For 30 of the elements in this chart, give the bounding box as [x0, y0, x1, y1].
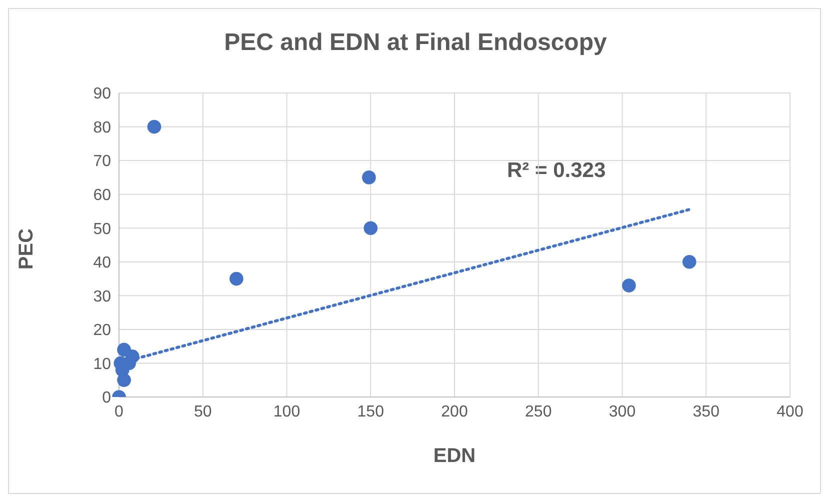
y-tick-label: 20 [93, 322, 112, 340]
y-tick-label: 70 [93, 153, 112, 170]
y-tick-label: 0 [102, 390, 112, 407]
x-tick-label: 300 [608, 403, 636, 420]
point [364, 221, 378, 236]
chart-title: PEC and EDN at Final Endoscopy [223, 29, 608, 57]
x-tick-label: 100 [273, 403, 300, 420]
point [117, 373, 131, 388]
y-tick-label: 60 [93, 187, 112, 204]
x-tick-label: 50 [194, 403, 212, 420]
point [147, 120, 162, 134]
y-tick-label: 50 [93, 220, 112, 238]
x-tick-label: 0 [114, 403, 124, 420]
x-tick-label: 150 [357, 403, 384, 420]
x-tick-label: 400 [776, 403, 804, 420]
y-axis-title: PEC [16, 228, 38, 270]
point [682, 254, 696, 269]
annotation: R² = 0.323 [507, 159, 606, 183]
x-axis-title: EDN [432, 445, 477, 468]
y-tick-label: 40 [93, 254, 112, 272]
y-tick-label: 30 [93, 288, 112, 306]
point [230, 272, 244, 286]
point [362, 170, 376, 184]
x-tick-label: 350 [692, 403, 720, 420]
x-tick-label: 200 [441, 403, 468, 420]
point [622, 278, 636, 292]
y-tick-label: 80 [93, 119, 112, 136]
y-tick-label: 10 [93, 356, 112, 373]
y-tick-label: 90 [93, 86, 112, 103]
x-tick-label: 250 [525, 403, 552, 420]
